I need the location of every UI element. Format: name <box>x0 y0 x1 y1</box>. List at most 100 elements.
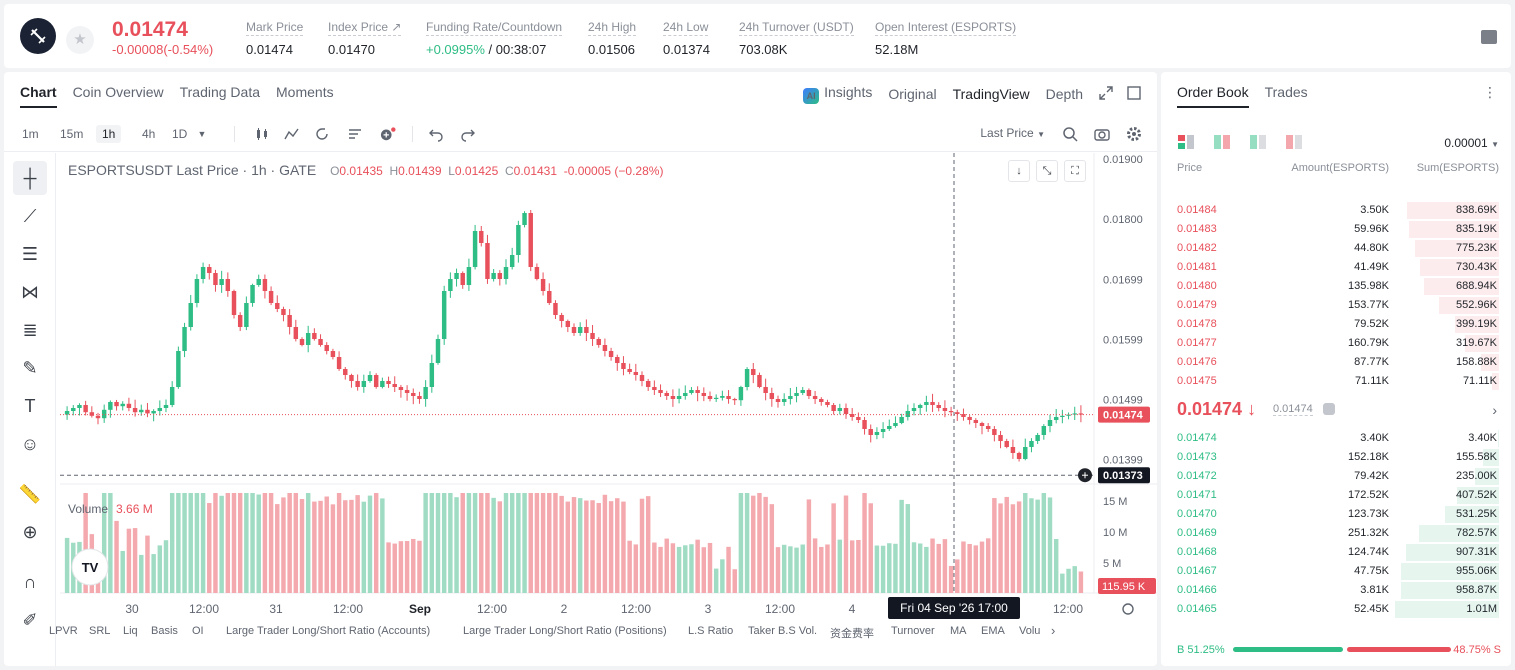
undo-icon[interactable] <box>428 126 444 142</box>
ask-row[interactable]: 0.01481 41.49K 730.43K <box>1161 258 1511 277</box>
camera-icon[interactable] <box>1094 126 1110 142</box>
stat-label[interactable]: Open Interest (ESPORTS) <box>875 20 1017 36</box>
fullscreen-icon[interactable]: ⛶ <box>1064 160 1086 182</box>
indicator-liq[interactable]: Liq <box>123 625 138 637</box>
ask-row[interactable]: 0.01480 135.98K 688.94K <box>1161 277 1511 296</box>
tab-trading-data[interactable]: Trading Data <box>179 84 261 100</box>
indicator-taker-bs-vol[interactable]: Taker B.S Vol. <box>748 625 818 637</box>
stat-label[interactable]: Funding Rate/Countdown <box>426 20 563 36</box>
timeframe-1d[interactable]: 1D <box>172 127 188 141</box>
ask-row[interactable]: 0.01483 59.96K 835.19K <box>1161 220 1511 239</box>
bid-sum: 1.01M <box>1466 603 1497 615</box>
emoji-icon[interactable]: ☺ <box>20 434 40 454</box>
fib-icon[interactable]: ≣ <box>22 320 38 340</box>
price-chart[interactable]: 0.01900 0.01800 0.01699 0.01599 0.01499 0.013… <box>60 153 1157 625</box>
zoom-in-icon[interactable]: ⊕ <box>22 522 38 542</box>
tab-trades[interactable]: Trades <box>1264 84 1308 100</box>
book-view-split-icon[interactable] <box>1213 134 1231 150</box>
timeframe-1m[interactable]: 1m <box>22 127 39 141</box>
timeframe-dropdown-icon[interactable]: ▼ <box>197 129 207 139</box>
search-icon[interactable] <box>1062 126 1078 142</box>
tab-depth[interactable]: Depth <box>1045 86 1083 102</box>
candle-body <box>992 429 997 435</box>
tab-insights[interactable]: AI Insights <box>803 84 872 104</box>
bid-row[interactable]: 0.01470 123.73K 531.25K <box>1161 505 1511 524</box>
ask-row[interactable]: 0.01477 160.79K 319.67K <box>1161 334 1511 353</box>
indicator-ma[interactable]: MA <box>950 625 967 637</box>
indicator-oi[interactable]: OI <box>192 625 204 637</box>
timeframe-15m[interactable]: 15m <box>60 127 84 141</box>
redo-icon[interactable] <box>460 126 476 142</box>
ask-row[interactable]: 0.01475 71.11K 71.11K <box>1161 372 1511 391</box>
candle-body <box>318 339 323 345</box>
indicator-turnover[interactable]: Turnover <box>891 625 935 637</box>
bid-row[interactable]: 0.01474 3.40K 3.40K <box>1161 429 1511 448</box>
horizontal-lines-icon[interactable]: ☰ <box>21 244 39 264</box>
stat-label[interactable]: Index Price ↗ <box>328 20 402 36</box>
book-icon[interactable] <box>1481 30 1497 44</box>
ask-row[interactable]: 0.01482 44.80K 775.23K <box>1161 239 1511 258</box>
ask-row[interactable]: 0.01478 79.52K 399.19K <box>1161 315 1511 334</box>
tab-moments[interactable]: Moments <box>276 84 334 100</box>
brush-icon[interactable]: ✎ <box>22 358 38 378</box>
ask-row[interactable]: 0.01484 3.50K 838.69K <box>1161 201 1511 220</box>
favorite-star-icon[interactable]: ★ <box>66 26 94 54</box>
indicator-volume[interactable]: Volu <box>1019 625 1041 637</box>
pattern-icon[interactable]: ⋈ <box>21 282 39 302</box>
tab-tradingview[interactable]: TradingView <box>952 86 1030 102</box>
crosshair-icon[interactable]: ┼ <box>13 161 47 195</box>
tab-order-book[interactable]: Order Book <box>1177 84 1249 108</box>
bid-row[interactable]: 0.01467 47.75K 955.06K <box>1161 562 1511 581</box>
volume-bar <box>757 493 762 593</box>
bid-row[interactable]: 0.01472 79.42K 235.00K <box>1161 467 1511 486</box>
chevron-right-icon[interactable]: › <box>1492 402 1497 418</box>
indicator-ls-ratio[interactable]: L.S Ratio <box>688 625 734 637</box>
bid-row[interactable]: 0.01473 152.18K 155.58K <box>1161 448 1511 467</box>
book-view-both-icon[interactable] <box>1177 134 1195 150</box>
candle-type-icon[interactable] <box>254 126 270 142</box>
trend-line-icon[interactable]: ⟋ <box>23 206 37 226</box>
compare-icon[interactable] <box>314 126 330 142</box>
tab-original[interactable]: Original <box>888 86 937 102</box>
bid-row[interactable]: 0.01465 52.45K 1.01M <box>1161 600 1511 619</box>
text-icon[interactable]: T <box>24 396 36 416</box>
tab-coin-overview[interactable]: Coin Overview <box>72 84 164 100</box>
indicator-ema[interactable]: EMA <box>981 625 1005 637</box>
ask-row[interactable]: 0.01476 87.77K 158.88K <box>1161 353 1511 372</box>
expand-icon[interactable] <box>1099 86 1113 100</box>
indicator-funding-rate[interactable]: 资金费率 <box>830 628 874 640</box>
bid-row[interactable]: 0.01469 251.32K 782.57K <box>1161 524 1511 543</box>
ruler-icon[interactable]: 📏 <box>18 484 42 504</box>
price-source-select[interactable]: Last Price ▼ <box>980 126 1045 140</box>
indicator-large-trader-positions[interactable]: Large Trader Long/Short Ratio (Positions… <box>463 625 667 637</box>
indicator-srl[interactable]: SRL <box>89 625 111 637</box>
book-view-asks-icon[interactable] <box>1285 134 1303 150</box>
chevron-right-icon[interactable]: › <box>1051 623 1056 638</box>
book-view-bids-icon[interactable] <box>1249 134 1267 150</box>
timeframe-1h[interactable]: 1h <box>96 125 122 143</box>
indicator-lpvr[interactable]: LPVR <box>49 625 78 637</box>
window-icon[interactable] <box>1127 86 1141 100</box>
templates-icon[interactable] <box>347 126 363 142</box>
pencil-icon[interactable]: ✐ <box>22 610 38 630</box>
stat-label[interactable]: 24h Turnover (USDT) <box>739 20 854 36</box>
bid-row[interactable]: 0.01468 124.74K 907.31K <box>1161 543 1511 562</box>
bid-row[interactable]: 0.01471 172.52K 407.52K <box>1161 486 1511 505</box>
tab-chart[interactable]: Chart <box>20 84 57 108</box>
magnet-icon[interactable]: ∩ <box>23 572 37 592</box>
more-vertical-icon[interactable]: ⋮ <box>1483 84 1497 100</box>
alerts-add-icon[interactable] <box>380 126 396 142</box>
indicators-icon[interactable] <box>284 126 300 142</box>
chevron-down-icon: ▼ <box>1491 140 1499 149</box>
gear-icon[interactable] <box>1126 126 1142 142</box>
indicator-basis[interactable]: Basis <box>151 625 178 637</box>
volume-bar <box>1053 538 1059 593</box>
bid-row[interactable]: 0.01466 3.81K 958.87K <box>1161 581 1511 600</box>
collapse-icon[interactable]: ⤡ <box>1036 160 1058 182</box>
indicator-large-trader-accounts[interactable]: Large Trader Long/Short Ratio (Accounts) <box>226 625 431 637</box>
stat-label[interactable]: Mark Price <box>246 20 304 36</box>
timeframe-4h[interactable]: 4h <box>142 127 156 141</box>
ask-row[interactable]: 0.01479 153.77K 552.96K <box>1161 296 1511 315</box>
precision-select[interactable]: 0.00001 ▼ <box>1444 136 1499 150</box>
scroll-down-icon[interactable]: ↓ <box>1008 160 1030 182</box>
